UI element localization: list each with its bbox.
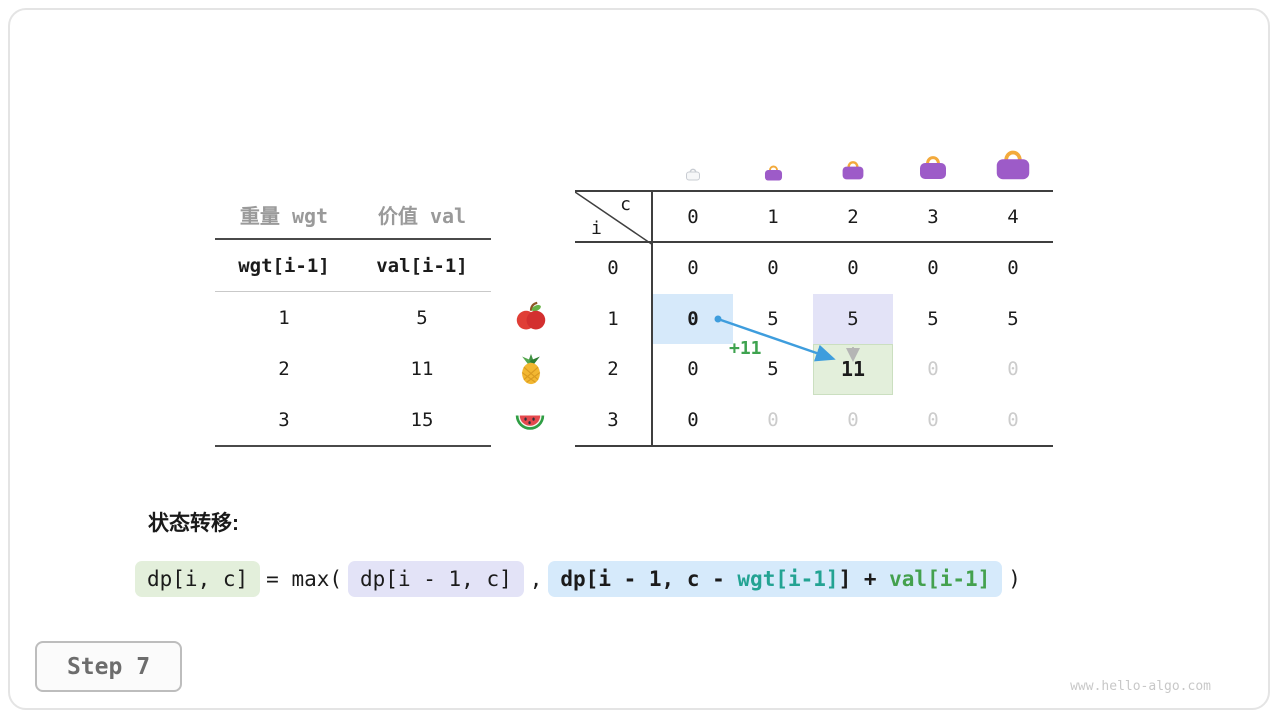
formula-arg-take: dp[i - 1, c - wgt[i-1]] + val[i-1] xyxy=(548,561,1003,597)
dp-cell-2-3: 0 xyxy=(927,358,939,381)
dp-cell-2-0: 0 xyxy=(687,358,699,381)
row-axis-label: i xyxy=(591,218,602,239)
formula-lhs: dp[i, c] xyxy=(135,561,261,597)
dp-row-header-2: 2 xyxy=(575,344,653,395)
watermelon-icon xyxy=(515,415,545,430)
weight-header: 重量 wgt xyxy=(239,203,329,228)
dp-cell-1-1: 5 xyxy=(767,307,779,330)
items-symbol-row: wgt[i-1] val[i-1] xyxy=(215,240,491,292)
gain-annotation: +11 xyxy=(729,338,762,359)
corner-diagonal xyxy=(575,192,653,245)
bag-capacity-4-icon xyxy=(996,150,1030,180)
step-badge: Step 7 xyxy=(35,641,182,692)
value-header: 价值 val xyxy=(377,203,467,228)
dp-col-header-4: 4 xyxy=(973,190,1053,243)
dp-cell-0-4: 0 xyxy=(1007,257,1019,280)
formula-close-paren: ) xyxy=(1008,567,1021,591)
dp-col-header-1: 1 xyxy=(733,190,813,243)
item-row-1: 1 5 xyxy=(215,292,491,343)
dp-cell-0-2: 0 xyxy=(847,257,859,280)
item-3-weight: 3 xyxy=(278,408,290,431)
dp-cell-3-4: 0 xyxy=(1007,408,1019,431)
wgt-symbol: wgt[i-1] xyxy=(238,254,330,277)
dp-row-header-0: 0 xyxy=(575,243,653,294)
dp-col-header-0: 0 xyxy=(653,190,733,243)
dp-cell-2-1: 5 xyxy=(767,358,779,381)
apple-icon xyxy=(516,301,546,330)
item-2-value: 11 xyxy=(410,357,434,380)
item-3-value: 15 xyxy=(410,408,434,431)
dp-row-header-3: 3 xyxy=(575,394,653,445)
dp-cell-1-3: 5 xyxy=(927,307,939,330)
dp-cell-3-1: 0 xyxy=(767,408,779,431)
watermark: www.hello-algo.com xyxy=(1070,679,1211,694)
items-table: 重量 wgt 价值 val wgt[i-1] val[i-1] 1 5 2 11… xyxy=(215,190,491,447)
item-row-3: 3 15 xyxy=(215,394,491,445)
dp-cell-3-2: 0 xyxy=(847,408,859,431)
formula-take-val: val[i-1] xyxy=(889,567,991,591)
item-2-weight: 2 xyxy=(278,357,290,380)
item-1-value: 5 xyxy=(416,306,428,329)
formula-take-wgt: wgt[i-1] xyxy=(737,567,839,591)
dp-col-header-2: 2 xyxy=(813,190,893,243)
dp-cell-0-3: 0 xyxy=(927,257,939,280)
empty-bag-icon xyxy=(686,168,700,181)
dp-cell-0-0: 0 xyxy=(687,257,699,280)
bag-capacity-1-icon xyxy=(764,165,783,181)
items-table-header: 重量 wgt 价值 val xyxy=(215,190,491,240)
item-1-weight: 1 xyxy=(278,306,290,329)
bag-capacity-2-icon xyxy=(842,161,864,180)
item-row-2: 2 11 xyxy=(215,343,491,394)
bag-capacity-3-icon xyxy=(920,156,946,179)
formula-eq-max: = max( xyxy=(266,567,343,591)
dp-cell-0-1: 0 xyxy=(767,257,779,280)
dp-row-header-1: 1 xyxy=(575,293,653,344)
dp-col-header-3: 3 xyxy=(893,190,973,243)
val-symbol: val[i-1] xyxy=(376,254,468,277)
transition-formula: dp[i, c] = max( dp[i - 1, c] , dp[i - 1,… xyxy=(135,561,1027,597)
transition-title: 状态转移: xyxy=(148,512,239,535)
dp-cell-3-0: 0 xyxy=(687,408,699,431)
dp-cell-2-4: 0 xyxy=(1007,358,1019,381)
dp-cell-2-2: 11 xyxy=(813,344,893,395)
dp-cell-1-4: 5 xyxy=(1007,307,1019,330)
formula-arg-keep: dp[i - 1, c] xyxy=(348,561,524,597)
formula-comma: , xyxy=(529,567,543,591)
dp-corner-cell: c i xyxy=(575,190,653,245)
dp-cell-1-0: 0 xyxy=(653,293,733,344)
col-axis-label: c xyxy=(620,194,631,215)
dp-cell-3-3: 0 xyxy=(927,408,939,431)
formula-take-prefix: dp[i - 1, c - xyxy=(560,567,738,591)
dp-table: c i 0 1 2 3 4 0 0 0 0 0 0 1 0 5 5 5 5 2 … xyxy=(575,190,1053,447)
formula-take-mid: ] + xyxy=(838,567,890,591)
dp-cell-1-2: 5 xyxy=(813,293,893,344)
pineapple-icon xyxy=(521,353,541,385)
